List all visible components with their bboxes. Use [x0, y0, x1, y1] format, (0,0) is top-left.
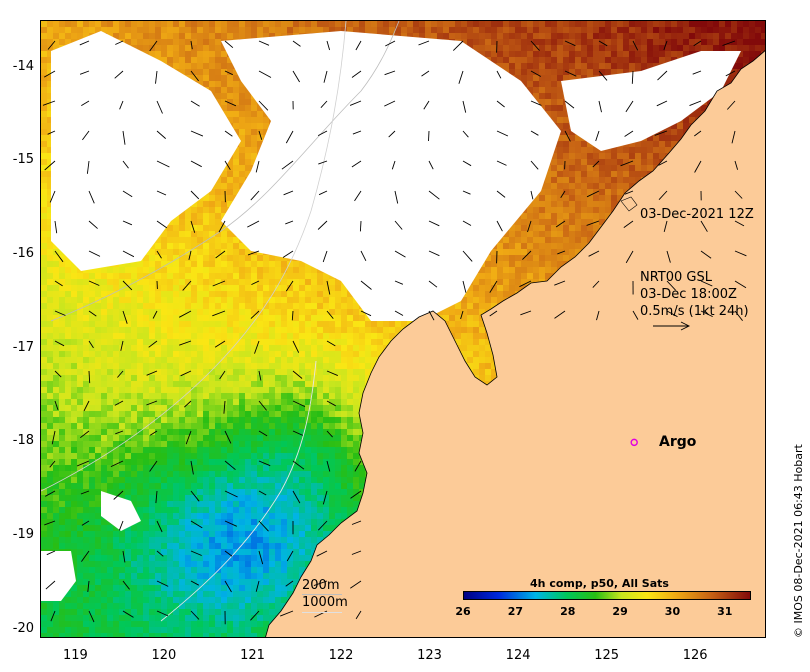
scale-arrow — [653, 321, 691, 331]
current-model-label: NRT00 GSL — [640, 270, 712, 285]
contour-1000m — [41, 21, 347, 492]
contour-200m-label: 200m — [302, 578, 340, 593]
colorbar-tick-label: 31 — [717, 605, 733, 618]
contour-1000m-b — [160, 360, 317, 622]
island — [620, 196, 638, 212]
cloud-field — [41, 31, 741, 601]
colorbar-tick-label: 27 — [507, 605, 524, 618]
x-tick-label: 121 — [240, 648, 265, 663]
y-tick-label: -15 — [12, 152, 34, 168]
map-frame — [40, 20, 766, 638]
contour-200m-swatch — [302, 594, 342, 595]
y-tick-label: -20 — [12, 620, 34, 636]
colorbar-tick-label: 28 — [560, 605, 576, 618]
y-tick-label: -14 — [12, 58, 34, 74]
colorbar-tick-label: 29 — [612, 605, 628, 618]
colorbar-tick-label: 30 — [664, 605, 681, 618]
x-tick-label: 124 — [505, 648, 531, 663]
x-tick-label: 120 — [151, 648, 177, 663]
colorbar — [463, 591, 751, 600]
y-tick-label: -16 — [12, 246, 34, 262]
current-time-label: 03-Dec 18:00Z — [640, 287, 737, 302]
contour-1000m-swatch — [302, 612, 342, 613]
timestamp-label: 03-Dec-2021 12Z — [640, 207, 754, 222]
argo-label: Argo — [659, 434, 697, 450]
x-tick-label: 126 — [682, 648, 708, 663]
sst-map — [41, 21, 765, 637]
x-tick-label: 123 — [417, 648, 442, 663]
contour-200m — [50, 21, 400, 322]
x-tick-label: 119 — [62, 648, 88, 663]
y-tick-label: -17 — [12, 339, 34, 355]
colorbar-tick-label: 26 — [455, 605, 471, 618]
contour-1000m-label: 1000m — [302, 595, 348, 610]
credit-label: © IMOS 08-Dec-2021 06:43 Hobart — [792, 444, 805, 638]
y-tick-label: -19 — [12, 527, 34, 542]
argo-marker — [630, 438, 638, 447]
colorbar-title: 4h comp, p50, All Sats — [530, 577, 669, 590]
y-tick-label: -18 — [12, 433, 34, 449]
current-scale-label: 0.5m/s (1kt 24h) — [640, 304, 749, 319]
current-arrows — [42, 40, 747, 625]
land-australia — [265, 50, 765, 637]
x-tick-label: 125 — [594, 648, 620, 663]
x-tick-label: 122 — [328, 648, 354, 663]
